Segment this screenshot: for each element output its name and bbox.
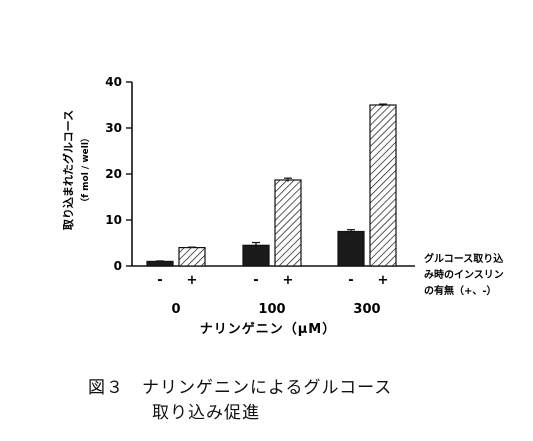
insulin-mark-plus: + [283,273,294,288]
y-tick-label-20: 20 [105,167,122,181]
bar-0-minus [146,260,174,267]
y-tick-label-40: 40 [105,75,122,89]
bar-300-minus [337,230,365,267]
y-axis-title: 取り込まれたグルコース [61,110,75,230]
y-axis-unit: （f mol / well） [80,133,91,207]
category-label-0: 0 [171,302,180,317]
y-tick-label-0: 0 [114,259,122,273]
legend-line-2: み時のインスリン [424,268,504,281]
insulin-mark-plus: + [378,273,389,288]
bar-100-plus [274,179,302,267]
insulin-mark-minus: - [348,273,353,288]
y-tick-label-10: 10 [105,213,122,227]
y-tick-label-30: 30 [105,121,122,135]
legend-line-3: の有無（+、-） [424,284,497,297]
legend-line-1: グルコース取り込 [424,252,503,265]
insulin-mark-minus: - [157,273,162,288]
figure-caption-line-2: 取り込み促進 [152,403,260,423]
x-axis-title: ナリンゲニン（μM） [200,321,337,337]
category-label-300: 300 [353,302,380,317]
insulin-mark-minus: - [253,273,258,288]
bar-0-plus [178,247,206,267]
bar-300-plus [369,104,397,267]
insulin-mark-plus: + [187,273,198,288]
category-label-100: 100 [258,302,285,317]
bar-100-minus [242,244,270,267]
figure-caption-line-1: 図３ ナリンゲニンによるグルコース [88,378,393,398]
